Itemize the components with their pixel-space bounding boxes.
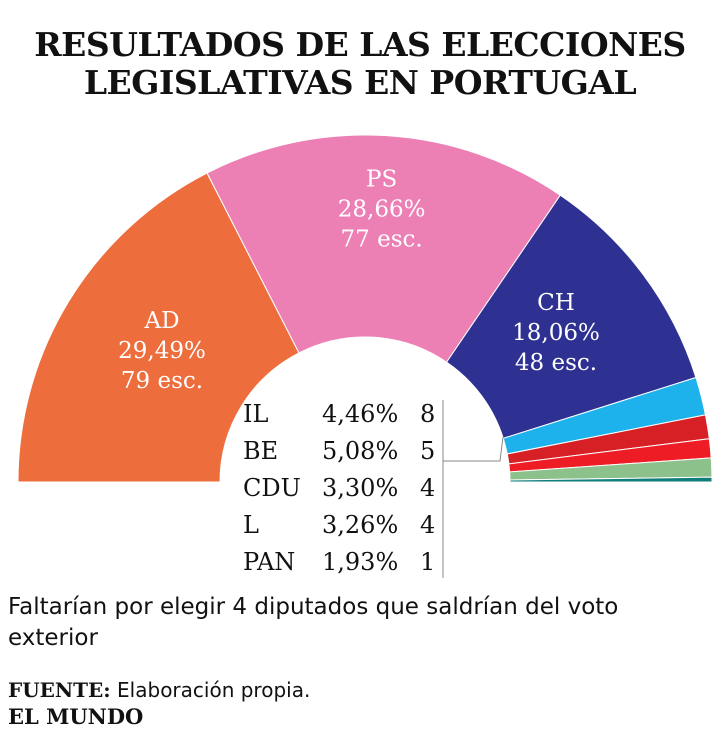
slice-label-percent-ch: 18,06% [512,320,600,346]
chart-slices [17,134,713,483]
slice-label-name-ad: AD [143,308,179,334]
table-percent-be: 5,08% [322,437,398,465]
slice-label-name-ps: PS [366,167,397,193]
footnote: Faltarían por elegir 4 diputados que sal… [8,594,619,651]
small-parties-table: IL 4,46% 8 BE 5,08% 5 CDU 3,30% 4 L 3,26% 4 PAN 1,93%… [243,400,504,578]
table-seats-pan: 1 [420,548,435,576]
slice-label-seats-ch: 48 esc. [515,350,597,376]
slice-label-seats-ad: 79 esc. [121,368,203,394]
table-name-be: BE [243,437,278,465]
chart-title-line-1: RESULTADOS DE LAS ELECCIONES [34,25,686,64]
table-seats-il: 8 [420,400,435,428]
slice-label-name-ch: CH [537,290,575,316]
slice-pan [509,476,713,483]
slice-ad [17,172,300,483]
chart-slice-labels: AD 29,49% 79 esc. PS 28,66% 77 esc. CH 18,06% 48… [118,167,600,394]
table-percent-il: 4,46% [322,400,398,428]
table-name-l: L [243,511,259,539]
chart-title: RESULTADOS DE LAS ELECCIONES LEGISLATIVA… [0,26,720,102]
source-text: Elaboración propia. [117,678,311,702]
source-label: FUENTE: [8,678,111,702]
table-seats-l: 4 [420,511,435,539]
table-percent-cdu: 3,30% [322,474,398,502]
table-seats-cdu: 4 [420,474,435,502]
table-leader-line [443,436,504,462]
table-percent-l: 3,26% [322,511,398,539]
brand: EL MUNDO [8,704,144,729]
chart-title-line-2: LEGISLATIVAS EN PORTUGAL [83,63,637,102]
slice-label-percent-ps: 28,66% [338,197,426,223]
slice-label-seats-ps: 77 esc. [341,227,423,253]
table-percent-pan: 1,93% [322,548,398,576]
slice-ch [445,194,697,439]
table-name-il: IL [243,400,268,428]
slice-label-percent-ad: 29,49% [118,338,206,364]
table-name-cdu: CDU [243,474,301,502]
slice-ps [206,134,561,363]
table-seats-be: 5 [420,437,435,465]
table-name-pan: PAN [243,548,295,576]
source-line: FUENTE: Elaboración propia. [8,678,310,702]
